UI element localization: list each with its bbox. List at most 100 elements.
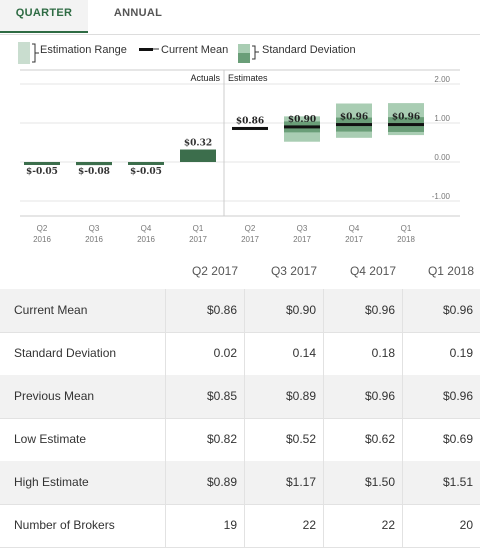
cell-value: $0.62 [364,432,395,446]
cell-value: 0.02 [213,346,237,360]
x-tick-quarter: Q4 [141,224,152,233]
current-mean-line [284,125,320,129]
table-row: Standard Deviation 0.02 0.14 0.18 0.19 [0,332,480,376]
actual-bar [24,162,60,165]
x-tick-year: 2016 [33,235,51,244]
cell-value: $0.82 [206,432,237,446]
table-row: High Estimate $0.89 $1.17 $1.50 $1.51 [0,461,480,505]
current-mean-line [388,123,424,127]
cell-value: 20 [459,518,473,532]
tab-annual[interactable]: ANNUAL [113,7,163,19]
table-cell: 0.19 [402,332,480,375]
tab-quarter[interactable]: QUARTER [0,0,88,33]
cell-value: $0.96 [442,389,473,403]
x-tick-quarter: Q1 [193,224,204,233]
table-cell: 19 [165,504,245,547]
x-tick-quarter: Q2 [37,224,48,233]
x-tick-year: 2017 [241,235,259,244]
table-row: Current Mean $0.86 $0.90 $0.96 $0.96 [0,289,480,333]
cell-value: $0.85 [206,389,237,403]
table-cell: 20 [402,504,480,547]
current-mean-line-icon [139,48,159,51]
x-tick-year: 2017 [345,235,363,244]
data-label: $-0.05 [130,167,162,177]
cell-value: $0.69 [442,432,473,446]
table-cell: $0.89 [165,461,245,504]
cell-value: $0.90 [285,303,316,317]
table-cell: 0.18 [323,332,403,375]
table-cell: 0.14 [244,332,324,375]
table-header: Q2 2017 Q3 2017 Q4 2017 Q1 2018 [0,258,480,286]
cell-value: $1.50 [364,475,395,489]
row-label: Standard Deviation [14,346,117,360]
data-label: $0.90 [288,115,316,125]
table-cell: $0.86 [165,289,245,332]
x-tick-year: 2017 [293,235,311,244]
current-mean-line [336,123,372,127]
legend-estimation-range-label: Estimation Range [40,44,127,56]
cell-value: 22 [381,518,395,532]
estimates-label: Estimates [228,73,268,83]
cell-value: $0.96 [442,303,473,317]
table-cell: $0.62 [323,418,403,461]
data-label: $-0.05 [26,167,58,177]
table-cell: $0.96 [323,375,403,418]
table-cell: $1.17 [244,461,324,504]
cell-value: $0.96 [364,303,395,317]
table-cell: 22 [244,504,324,547]
cell-value: $0.86 [206,303,237,317]
cell-value: 0.14 [292,346,316,360]
cell-value: $1.17 [285,475,316,489]
row-label: Number of Brokers [14,518,115,532]
cell-value: $1.51 [442,475,473,489]
table-row: Low Estimate $0.82 $0.52 $0.62 $0.69 [0,418,480,462]
x-tick-quarter: Q2 [245,224,256,233]
table-cell: $0.96 [323,289,403,332]
data-label: $0.32 [184,139,212,149]
x-tick-year: 2017 [189,235,207,244]
x-tick-quarter: Q3 [89,224,100,233]
x-tick-year: 2018 [397,235,415,244]
y-tick-label: 0.00 [434,153,450,162]
cell-value: $0.96 [364,389,395,403]
column-header: Q4 2017 [349,264,396,278]
cell-value: 0.18 [371,346,395,360]
current-mean-line [232,126,268,130]
legend-standard-deviation-label: Standard Deviation [262,44,356,56]
row-label: High Estimate [14,475,89,489]
table-cell: $0.89 [244,375,324,418]
period-tabs: QUARTER ANNUAL [0,0,480,35]
actual-bar [180,149,216,162]
table-cell: $0.69 [402,418,480,461]
cell-value: $0.89 [285,389,316,403]
cell-value: $0.52 [285,432,316,446]
table-cell: $0.96 [402,375,480,418]
x-tick-quarter: Q4 [349,224,360,233]
data-label: $0.96 [340,113,368,123]
table-cell: $0.85 [165,375,245,418]
column-header: Q3 2017 [270,264,317,278]
x-tick-year: 2016 [85,235,103,244]
standard-deviation-swatch-icon [238,44,259,63]
actual-bar [76,162,112,166]
actual-bar [128,162,164,165]
x-tick-quarter: Q3 [297,224,308,233]
estimation-range-swatch-icon [18,42,39,64]
table-cell: 22 [323,504,403,547]
x-tick-year: 2016 [137,235,155,244]
cell-value: $0.89 [206,475,237,489]
column-header: Q1 2018 [427,264,474,278]
table-cell: $0.96 [402,289,480,332]
cell-value: 19 [223,518,237,532]
row-label: Previous Mean [14,389,95,403]
table-cell: $0.82 [165,418,245,461]
data-label: $-0.08 [78,167,110,177]
legend-current-mean-label: Current Mean [161,44,229,56]
actuals-label: Actuals [190,73,220,83]
data-label: $0.86 [236,116,264,126]
row-label: Current Mean [14,303,88,317]
table-cell: $0.52 [244,418,324,461]
row-label: Low Estimate [14,432,87,446]
y-tick-label: 1.00 [434,114,450,123]
x-tick-quarter: Q1 [401,224,412,233]
